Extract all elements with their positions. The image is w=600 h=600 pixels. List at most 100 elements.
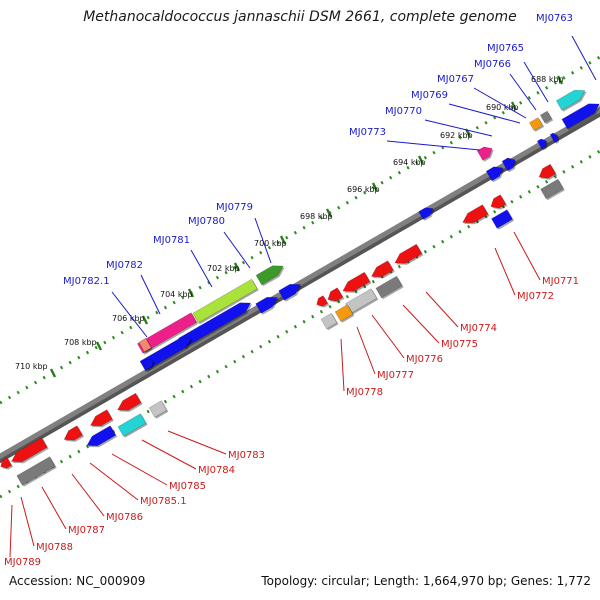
gene-mj0780 (192, 278, 258, 324)
genome-title: Methanocaldococcus jannaschii DSM 2661, … (83, 9, 517, 25)
label-leader-bottom (20, 496, 35, 547)
gene-label-top: MJ0765 (487, 43, 524, 54)
gene-label-bottom: MJ0788 (36, 542, 73, 553)
label-leader-top (386, 140, 481, 151)
gene-mj0777c (334, 304, 354, 322)
label-leader-top (111, 291, 148, 338)
gene-label-bottom: MJ0772 (517, 291, 554, 302)
gene-label-top: MJ0782.1 (63, 276, 110, 287)
gene-mj0778c (320, 312, 338, 330)
gene-label-bottom: MJ0771 (542, 276, 579, 287)
gene-mj0782-1b (141, 358, 154, 370)
ruler-tick (95, 341, 103, 351)
ruler-tick (279, 235, 287, 245)
gene-label-bottom: MJ0777 (377, 370, 414, 381)
label-leader-bottom (513, 231, 541, 281)
gene-label-top: MJ0773 (349, 127, 386, 138)
gene-mj0771a (538, 163, 557, 179)
label-leader-bottom (141, 439, 197, 470)
gene-label-bottom: MJ0787 (68, 525, 105, 536)
ruler-tick (325, 208, 333, 218)
ruler-label: 708 kbp (64, 338, 97, 347)
gene-mj0778a (316, 295, 329, 307)
ruler-tick (141, 315, 149, 325)
label-leader-top (571, 35, 597, 81)
ruler-label: 690 kbp (486, 103, 519, 112)
label-leader-bottom (356, 326, 376, 375)
gene-label-bottom: MJ0783 (228, 450, 265, 461)
gene-label-top: MJ0763 (536, 13, 573, 24)
gene-mj0774c (375, 275, 403, 299)
gene-mj0767 (528, 117, 544, 131)
label-leader-top (448, 103, 521, 124)
gene-mj0785c (86, 425, 117, 447)
label-leader-top (223, 231, 251, 269)
gene-label-top: MJ0779 (216, 202, 253, 213)
label-leader-bottom (111, 453, 168, 486)
ruler-label: 702 kbp (207, 264, 240, 273)
gene-mj0769b (549, 132, 558, 143)
gene-label-top: MJ0781 (153, 235, 190, 246)
gene-mj0771b (490, 194, 507, 209)
ruler-tick (556, 75, 564, 85)
topology-text: Topology: circular; Length: 1,664,970 bp… (261, 574, 591, 588)
gene-mj0783c (148, 400, 168, 418)
label-leader-bottom (41, 486, 67, 530)
label-leader-top (254, 217, 272, 264)
gene-label-top: MJ0766 (474, 59, 511, 70)
gene-label-bottom: MJ0789 (4, 557, 41, 568)
ruler-tick (49, 368, 57, 378)
ruler-label: 700 kbp (254, 239, 287, 248)
label-leader-top (140, 274, 161, 315)
gene-label-top: MJ0769 (411, 90, 448, 101)
gene-mj0772a (462, 204, 489, 224)
gene-mj0765 (539, 110, 553, 124)
gene-label-bottom: MJ0774 (460, 323, 497, 334)
gene-mj0784a (90, 409, 113, 427)
gene-mj0772c (491, 209, 513, 229)
accession-text: Accession: NC_000909 (9, 574, 146, 588)
gene-label-bottom: MJ0775 (441, 339, 478, 350)
gene-mj0773b (501, 157, 516, 172)
gene-mj0782-1 (138, 337, 152, 353)
ruler-tick (187, 288, 195, 298)
label-leader-bottom (89, 462, 139, 501)
label-leader-bottom (425, 291, 459, 328)
label-leader-bottom (71, 473, 105, 517)
gene-label-bottom: MJ0785 (169, 481, 206, 492)
gene-label-top: MJ0770 (385, 106, 422, 117)
label-leader-bottom (402, 304, 440, 344)
ruler-label: 688 kbp (531, 75, 564, 84)
gene-mj0774a (394, 243, 423, 264)
gene-mj0783a (117, 392, 142, 411)
ruler-tick (510, 101, 518, 111)
gene-label-top: MJ0782 (106, 260, 143, 271)
gene-mj0782b (139, 337, 192, 372)
gene-mj0770b (485, 166, 504, 182)
gene-mj0789a (0, 457, 13, 469)
ruler-tick (233, 262, 241, 272)
gene-mj0779b (278, 283, 301, 301)
gene-mj0786a (11, 437, 48, 463)
gene-mj0773 (476, 146, 493, 161)
ruler-label: 704 kbp (160, 290, 193, 299)
gene-mj0785a (63, 425, 83, 441)
gene-mj0763 (555, 89, 586, 111)
gene-mj0780b (255, 296, 278, 314)
ruler-label: 696 kbp (347, 185, 380, 194)
label-leader-top (190, 249, 213, 288)
gene-mj0775a (371, 260, 394, 278)
label-leader-top (424, 119, 493, 137)
gene-label-bottom: MJ0785.1 (140, 496, 187, 507)
gene-mj0777a (327, 287, 344, 302)
gene-blue-mj0763b (561, 103, 600, 130)
ruler-tick (371, 182, 379, 192)
gene-mj0766b (536, 138, 547, 150)
ruler-label: 692 kbp (440, 131, 473, 140)
gene-mj0784c (117, 413, 147, 437)
gene-label-bottom: MJ0784 (198, 465, 235, 476)
gene-mj0779 (255, 265, 284, 286)
label-leader-bottom (9, 504, 13, 558)
label-leader-top (473, 87, 527, 119)
